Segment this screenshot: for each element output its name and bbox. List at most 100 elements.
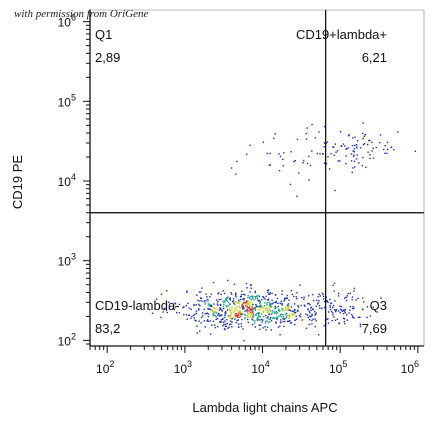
event-dot [265, 307, 267, 309]
event-dot [226, 297, 228, 299]
event-dot [186, 290, 188, 292]
event-dot [379, 142, 381, 144]
event-dot [283, 325, 285, 327]
event-dot [270, 320, 273, 322]
event-dot [243, 340, 245, 342]
event-dot [332, 304, 335, 307]
event-dot [220, 319, 222, 321]
event-dot [332, 312, 334, 314]
event-dot [248, 306, 251, 308]
event-dot [353, 160, 356, 163]
event-dot [224, 329, 226, 331]
event-dot [262, 310, 265, 312]
event-dot [237, 314, 239, 316]
event-dot [264, 302, 266, 304]
event-dot [195, 310, 198, 312]
event-dot [306, 162, 309, 165]
event-dot [260, 306, 262, 308]
event-dot [228, 315, 231, 317]
event-dot [247, 302, 249, 305]
event-dot [231, 326, 233, 328]
event-dot [204, 326, 206, 328]
event-dot [269, 152, 271, 155]
event-dot [229, 310, 231, 312]
event-dot [276, 297, 279, 300]
event-dot [342, 317, 345, 319]
event-dot [393, 149, 395, 151]
event-dot [318, 131, 320, 133]
event-dot [225, 305, 227, 307]
event-dot [344, 312, 346, 314]
event-dot [263, 304, 266, 307]
event-dot [211, 305, 213, 308]
event-dot [212, 310, 214, 313]
event-dot [308, 310, 311, 313]
event-dot [174, 302, 176, 304]
event-dot [351, 171, 353, 174]
event-dot [223, 316, 226, 319]
event-dot [387, 148, 389, 151]
event-dot [241, 312, 243, 315]
event-dot [324, 300, 326, 303]
event-dot [165, 301, 167, 303]
event-dot [228, 298, 231, 300]
event-dot [334, 319, 337, 321]
event-dot [233, 311, 235, 314]
event-dot [259, 311, 261, 314]
event-dot [226, 305, 228, 308]
event-dot [332, 146, 334, 148]
event-dot [334, 300, 336, 302]
event-dot [308, 302, 310, 305]
event-dot [192, 314, 195, 317]
event-dot [250, 295, 253, 297]
event-dot [280, 321, 282, 323]
tick-labels: 102 103 104 105 106 102 103 104 105 106 Lambda lig… [10, 13, 419, 415]
event-dot [318, 293, 320, 295]
event-dot [366, 316, 368, 319]
event-dot [353, 148, 356, 150]
event-dot [151, 312, 154, 314]
event-dot [229, 315, 232, 317]
event-dot [359, 323, 362, 326]
event-dot [190, 317, 192, 320]
event-dot [222, 321, 225, 324]
event-dot [307, 308, 309, 311]
event-dot [345, 162, 347, 165]
event-dot [300, 304, 302, 307]
event-dot [318, 300, 320, 302]
event-dot [199, 330, 201, 332]
event-dot [236, 315, 238, 317]
event-dot [285, 297, 287, 299]
event-dot [282, 320, 284, 323]
event-dot [222, 307, 225, 310]
event-dot [354, 144, 356, 147]
event-dot [174, 303, 177, 305]
event-dot [293, 295, 295, 298]
event-dot [227, 279, 229, 282]
event-dot [185, 314, 188, 316]
event-dot [226, 300, 228, 302]
y-tick-label: 105 [58, 92, 76, 109]
event-dot [219, 320, 221, 323]
event-dot [265, 309, 267, 311]
y-tick-label: 103 [58, 252, 76, 269]
event-dot [160, 293, 163, 295]
event-dot [312, 299, 315, 302]
event-dot [288, 315, 290, 317]
event-dot [289, 316, 291, 318]
event-dot [227, 327, 229, 329]
event-dot [284, 297, 286, 299]
event-dot [289, 183, 292, 186]
event-dot [347, 147, 350, 149]
event-dot [255, 305, 258, 307]
event-dot [337, 310, 340, 312]
event-dot [338, 322, 340, 324]
event-dot [268, 313, 271, 315]
event-dot [332, 306, 334, 309]
event-dot [254, 322, 256, 324]
event-dot [342, 143, 345, 145]
event-dot [262, 319, 264, 321]
event-dot [254, 320, 256, 322]
event-dot [249, 301, 251, 303]
event-dot [313, 310, 316, 313]
